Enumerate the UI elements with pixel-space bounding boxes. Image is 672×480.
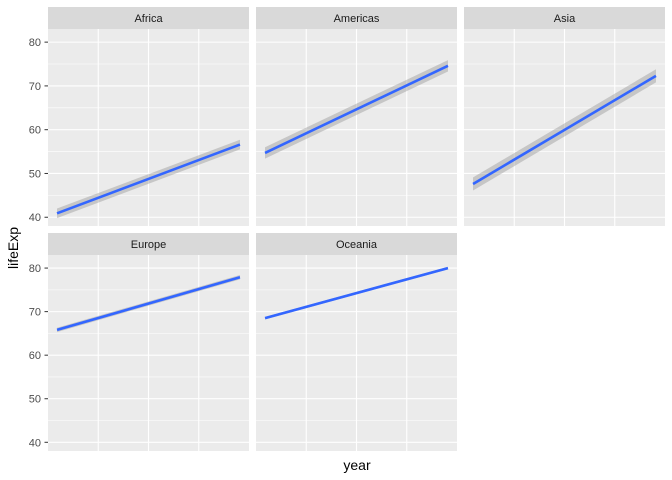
y-tick-label: 40 [29, 212, 41, 224]
panel-asia: Asia [464, 7, 665, 226]
strip-background [464, 7, 665, 29]
y-axes-layer: 40 50 60 70 80 40 50 60 70 80 [29, 37, 48, 449]
x-axis-title: year [343, 457, 371, 473]
strip-background [48, 233, 249, 255]
y-tick-label: 70 [29, 307, 41, 319]
strip-label-africa: Africa [134, 13, 163, 25]
panel-americas: Americas [256, 7, 457, 226]
strip-label-oceania: Oceania [336, 239, 378, 251]
y-tick-label: 60 [29, 125, 41, 137]
trend-line-europe [56, 275, 241, 332]
strip-label-asia: Asia [554, 13, 576, 25]
y-axis-title: lifeExp [5, 227, 21, 269]
y-tick-label: 80 [29, 263, 41, 275]
strip-label-europe: Europe [131, 239, 166, 251]
y-tick-label: 80 [29, 37, 41, 49]
strip-label-americas: Americas [334, 13, 380, 25]
strip-background [256, 233, 457, 255]
trend-line-asia [472, 74, 657, 186]
y-tick-label: 60 [29, 350, 41, 362]
panel-africa: Africa [48, 7, 249, 226]
panel-oceania: Oceania [256, 233, 457, 451]
trend-line-oceania [264, 266, 449, 320]
y-tick-label: 50 [29, 168, 41, 180]
trend-line-africa [56, 143, 241, 215]
y-tick-label: 40 [29, 437, 41, 449]
panel-europe: Europe [48, 233, 249, 451]
strip-background [48, 7, 249, 29]
y-tick-label: 50 [29, 394, 41, 406]
trend-line-americas [264, 64, 449, 155]
panels-layer: Africa Americas Asia Europe Oceania [48, 7, 665, 451]
strip-background [256, 7, 457, 29]
y-tick-label: 70 [29, 81, 41, 93]
